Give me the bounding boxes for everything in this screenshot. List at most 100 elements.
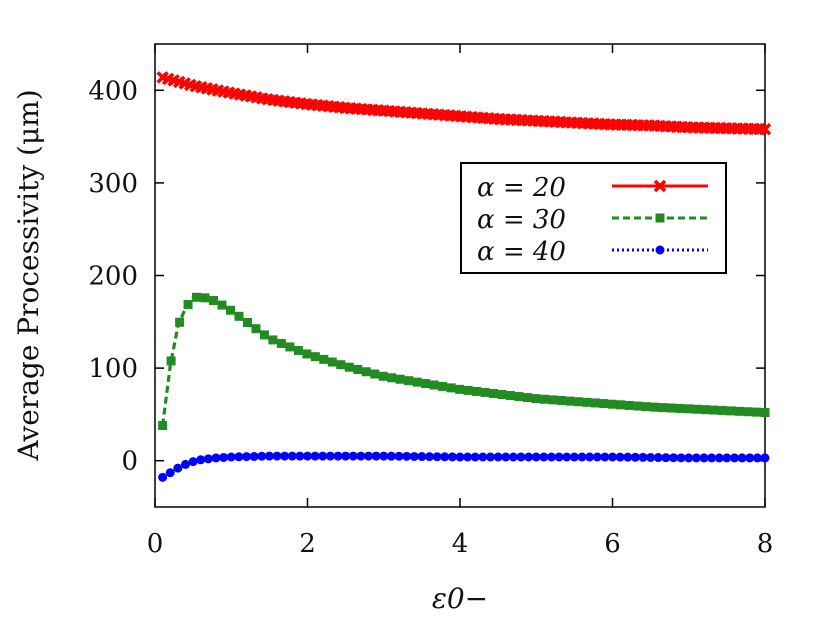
x-tick-label: 0 — [147, 529, 164, 559]
data-point-alpha40 — [730, 453, 739, 463]
data-point-alpha30 — [293, 345, 303, 355]
data-point-alpha30 — [310, 352, 320, 362]
plot-lines — [161, 75, 766, 479]
data-point-alpha30 — [539, 394, 549, 404]
data-point-alpha30 — [548, 395, 558, 405]
data-point-alpha40 — [173, 463, 183, 473]
data-point-alpha40 — [249, 451, 259, 461]
data-point-alpha40 — [226, 452, 236, 462]
data-point-alpha30 — [192, 292, 202, 302]
data-point-alpha30 — [726, 406, 736, 416]
data-point-alpha40 — [745, 453, 755, 463]
data-point-alpha40 — [394, 451, 404, 461]
data-point-alpha40 — [409, 451, 419, 461]
data-point-alpha30 — [361, 367, 371, 377]
data-point-alpha40 — [486, 452, 495, 462]
data-point-alpha30 — [522, 393, 532, 403]
data-point-alpha30 — [565, 396, 575, 406]
data-point-alpha40 — [364, 451, 373, 461]
data-point-alpha40 — [508, 452, 518, 462]
data-point-alpha40 — [547, 452, 556, 462]
data-point-alpha30 — [285, 342, 295, 352]
legend-label-alpha20: α = 20 — [477, 173, 566, 203]
data-point-alpha40 — [234, 452, 244, 462]
data-point-alpha30 — [327, 357, 337, 367]
data-point-alpha30 — [718, 405, 728, 415]
data-point-alpha30 — [251, 324, 261, 334]
data-point-alpha40 — [470, 452, 480, 462]
legend-label-alpha30: α = 30 — [477, 205, 566, 235]
data-point-alpha30 — [590, 398, 600, 408]
data-point-alpha40 — [653, 453, 663, 463]
data-point-alpha40 — [242, 452, 251, 462]
data-point-alpha30 — [259, 330, 269, 340]
legend-marker-alpha20 — [653, 179, 667, 193]
legend-label-alpha40: α = 40 — [477, 237, 566, 267]
data-point-alpha40 — [585, 452, 595, 462]
data-point-alpha40 — [333, 451, 343, 461]
legend-marker-alpha40 — [655, 245, 665, 255]
data-point-alpha30 — [378, 371, 388, 381]
data-point-alpha40 — [554, 452, 564, 462]
data-point-alpha40 — [158, 472, 168, 482]
data-point-alpha40 — [318, 451, 328, 461]
data-point-alpha40 — [676, 453, 686, 463]
data-point-alpha30 — [438, 381, 448, 391]
legend-marker-alpha30 — [655, 213, 665, 223]
data-point-alpha30 — [743, 407, 753, 417]
data-point-alpha20 — [758, 122, 772, 136]
data-point-alpha40 — [371, 451, 381, 461]
data-point-alpha40 — [501, 452, 511, 462]
data-point-alpha40 — [463, 452, 473, 462]
data-point-alpha30 — [225, 305, 235, 315]
data-point-alpha40 — [691, 453, 701, 463]
data-point-alpha30 — [370, 369, 380, 379]
data-point-alpha40 — [287, 451, 297, 461]
data-point-alpha30 — [166, 356, 176, 366]
data-point-alpha40 — [211, 453, 221, 463]
data-point-alpha40 — [478, 452, 488, 462]
data-point-alpha40 — [524, 452, 534, 462]
data-point-alpha30 — [667, 403, 677, 413]
data-point-alpha40 — [752, 453, 762, 463]
data-point-alpha30 — [641, 402, 651, 412]
data-point-alpha40 — [699, 453, 709, 463]
data-point-alpha40 — [600, 452, 610, 462]
data-point-alpha30 — [701, 405, 711, 415]
data-point-alpha30 — [599, 399, 609, 409]
data-point-alpha40 — [623, 452, 633, 462]
data-point-alpha40 — [455, 452, 465, 462]
data-point-alpha30 — [387, 373, 397, 383]
data-point-alpha40 — [608, 452, 617, 462]
data-point-alpha40 — [188, 457, 198, 467]
data-point-alpha40 — [737, 453, 747, 463]
data-point-alpha30 — [302, 349, 312, 359]
data-point-alpha30 — [234, 311, 244, 321]
x-tick-label: 2 — [299, 529, 316, 559]
data-point-alpha40 — [630, 452, 640, 462]
data-point-alpha40 — [493, 452, 503, 462]
data-point-alpha40 — [280, 451, 290, 461]
data-point-alpha30 — [200, 293, 210, 303]
data-point-alpha30 — [531, 394, 541, 404]
data-point-alpha40 — [219, 452, 229, 462]
data-point-alpha40 — [303, 451, 312, 461]
data-point-alpha30 — [429, 380, 439, 390]
data-point-alpha30 — [209, 296, 219, 306]
y-axis-title: Average Processivity (μm) — [12, 89, 45, 461]
data-point-alpha30 — [217, 300, 227, 310]
legend-samples — [612, 179, 708, 255]
data-point-alpha30 — [752, 407, 762, 417]
data-point-alpha40 — [402, 451, 412, 461]
data-point-alpha40 — [196, 455, 206, 465]
data-point-alpha30 — [421, 379, 431, 389]
data-point-alpha30 — [480, 387, 490, 397]
data-point-alpha30 — [455, 384, 465, 394]
data-point-alpha40 — [257, 451, 267, 461]
data-point-alpha30 — [497, 389, 507, 399]
data-point-alpha40 — [646, 452, 656, 462]
x-tick-label: 8 — [757, 529, 774, 559]
data-point-alpha30 — [319, 354, 329, 364]
data-point-alpha40 — [569, 452, 579, 462]
data-point-alpha30 — [573, 397, 583, 407]
